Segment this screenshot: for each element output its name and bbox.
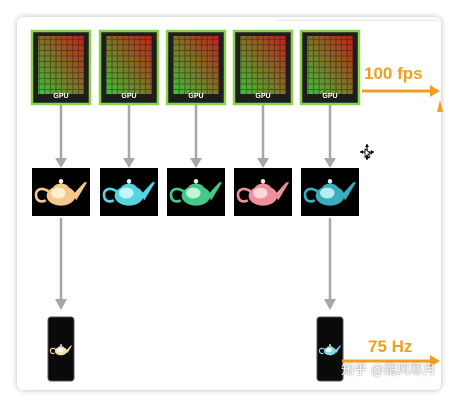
teapot-icon	[236, 179, 290, 206]
arrow-head	[190, 158, 202, 168]
arrow-head	[55, 158, 67, 168]
connector-arrows	[55, 104, 336, 310]
gpu-label: GPU	[255, 93, 270, 100]
rendered-frame-2	[100, 168, 158, 216]
rendered-frame-3	[167, 168, 225, 216]
top-divider	[276, 20, 438, 21]
gpu-label: GPU	[53, 93, 68, 100]
gpu-row: GPU GPU GPU GPU GPU	[30, 29, 361, 106]
render-rate-arrow: 100 fps	[362, 64, 440, 97]
display-rate-label: 75 Hz	[368, 337, 412, 356]
display-device-2	[316, 316, 344, 382]
gpu-label: GPU	[322, 93, 337, 100]
rendered-frame-4	[234, 168, 292, 216]
watermark: 知乎 @霜风寒月	[341, 362, 436, 377]
gpu-chip-4: GPU	[232, 29, 294, 106]
teapot-icon	[169, 179, 223, 206]
arrow-head	[324, 299, 336, 310]
move-cursor-icon	[360, 144, 374, 160]
teapot-icon	[303, 179, 357, 206]
edge-arrow-fragment	[437, 100, 443, 112]
rendered-frame-5	[301, 168, 359, 216]
gpu-label: GPU	[188, 93, 203, 100]
rendered-frame-row	[32, 168, 359, 216]
rendered-frame-1	[32, 168, 90, 216]
gpu-chip-1: GPU	[30, 29, 92, 106]
gpu-label: GPU	[121, 93, 136, 100]
arrow-head	[324, 158, 336, 168]
render-rate-label: 100 fps	[364, 64, 423, 83]
teapot-icon	[34, 179, 88, 206]
arrow-head	[55, 299, 67, 310]
display-device-1	[47, 316, 75, 382]
display-row	[47, 316, 344, 382]
gpu-chip-3: GPU	[165, 29, 227, 106]
arrow-head	[257, 158, 269, 168]
teapot-icon	[49, 344, 73, 356]
teapot-icon	[318, 344, 342, 356]
display-rate-arrow: 75 Hz	[342, 337, 440, 367]
arrow-head	[123, 158, 135, 168]
teapot-icon	[102, 179, 156, 206]
gpu-chip-2: GPU	[98, 29, 160, 106]
gpu-chip-5: GPU	[299, 29, 361, 106]
